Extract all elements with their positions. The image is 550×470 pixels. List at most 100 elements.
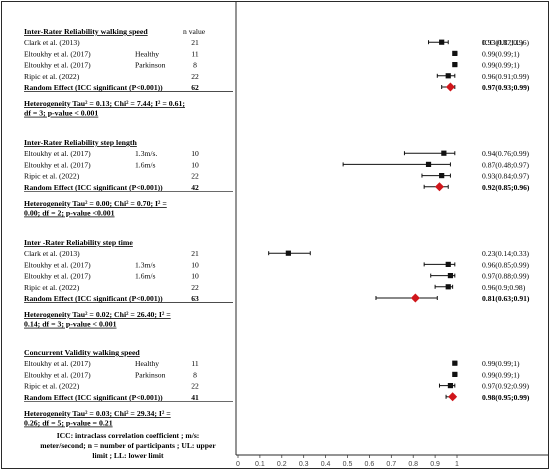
random-effect-label: Random Effect (ICC significant (P<0.001)… [24,393,163,402]
section-title: Inter -Rater Reliability step time [24,238,133,247]
icc-value: 0.93(0.87;0.96) [482,38,530,47]
study-label: Ripic et al. (2022) [24,172,80,181]
icc-column-header: ICC (UL;LL) [482,38,524,47]
x-tick-label: 0.3 [299,461,309,468]
heterogeneity-text: 0.00; df = 2; p-value <0.001 [24,209,115,218]
summary-icc-value: 0.81(0.63;0.91) [482,294,530,303]
n-value: 10 [191,149,199,158]
chart-content: ICC (UL;LL) Inter-Rater Reliability walki… [24,27,530,468]
footnote-line: limit ; LL: lower limit [92,451,164,460]
summary-diamond [410,293,420,303]
study-label: Ripic et al. (2022) [24,382,80,391]
n-value: 21 [191,38,199,47]
n-value: 10 [191,272,199,281]
study-marker [439,39,445,45]
icc-value: 0.99(0.99;1) [482,61,520,70]
n-column-header: n value [183,27,206,36]
study-label: Eltoukhy et al. (2017) [24,260,91,269]
study-marker [452,62,458,68]
summary-diamond [448,392,458,402]
n-value: 22 [191,172,199,181]
heterogeneity-text: Heterogeneity Tau² = 0.00; Chi² = 0.70; … [24,199,167,208]
x-tick-label: 1 [455,461,459,468]
icc-value: 0.87(0.48;0.97) [482,160,530,169]
condition-label: Parkinson [135,370,166,379]
study-label: Eltoukhy et al. (2017) [24,272,91,281]
heterogeneity-text: Heterogeneity Tau² = 0.03; Chi² = 29.34;… [24,409,171,418]
summary-icc-value: 0.92(0.85;0.96) [482,183,530,192]
icc-value: 0.99(0.99;1) [482,359,520,368]
x-tick-label: 0.7 [386,461,396,468]
n-value: 11 [191,49,199,58]
summary-n-value: 42 [191,183,199,192]
study-marker [447,273,454,279]
icc-value: 0.99(0.99;1) [482,49,520,58]
study-label: Clark et al. (2013) [24,249,80,258]
section-title: Inter-Rater Reliability walking speed [24,27,148,36]
study-marker [447,383,454,389]
summary-diamond [434,182,444,192]
summary-icc-value: 0.98(0.95;0.99) [482,393,530,402]
study-marker [452,360,458,366]
icc-value: 0.96(0.91;0.99) [482,72,530,81]
n-value: 21 [191,249,199,258]
summary-n-value: 63 [191,294,199,303]
section-title: Concurrent Validity walking speed [24,348,140,357]
icc-value: 0.97(0.88;0.99) [482,272,530,281]
condition-label: Healthy [135,359,159,368]
n-value: 10 [191,260,199,269]
study-marker [452,50,458,56]
study-marker [445,284,451,290]
study-marker [445,261,451,267]
condition-label: Healthy [135,49,159,58]
study-label: Eltoukhy et al. (2017) [24,49,91,58]
x-tick-label: 0.1 [255,461,265,468]
n-value: 22 [191,382,199,391]
study-marker [439,173,445,179]
section-title: Inter-Rater Reliability step length [24,138,137,147]
x-tick-label: 0.6 [365,461,375,468]
study-marker [425,161,432,167]
n-value: 10 [191,160,199,169]
icc-value: 0.96(0.9;0.98) [482,283,526,292]
condition-label: 1.6m/s [135,160,156,169]
study-label: Eltoukhy et al. (2017) [24,149,91,158]
x-tick-label: 0.5 [343,461,353,468]
study-label: Eltoukhy et al. (2017) [24,359,91,368]
heterogeneity-text: df = 3; p-value < 0.001 [24,109,98,118]
n-value: 11 [191,359,199,368]
n-value: 22 [191,283,199,292]
x-tick-label: 0 [236,461,240,468]
heterogeneity-text: Heterogeneity Tau² = 0.02; Chi² = 26.40;… [24,310,171,319]
icc-value: 0.93(0.84;0.97) [482,172,530,181]
study-label: Eltoukhy et al. (2017) [24,370,91,379]
x-tick-label: 0.4 [321,461,331,468]
condition-label: 1.6m/s [135,272,156,281]
icc-value: 0.96(0.85;0.99) [482,260,530,269]
random-effect-label: Random Effect (ICC significant (P<0.001)… [24,83,163,92]
icc-value: 0.97(0.92;0.99) [482,382,530,391]
footnote-line: meter/second; n = number of participants… [40,441,216,450]
condition-label: 1.3m/s. [135,149,157,158]
icc-value: 0.99(0.99;1) [482,370,520,379]
summary-n-value: 41 [191,393,199,402]
study-marker [441,150,447,156]
icc-value: 0.94(0.76;0.99) [482,149,530,158]
study-label: Ripic et al. (2022) [24,283,80,292]
x-tick-label: 0.9 [430,461,440,468]
study-label: Ripic et al. (2022) [24,72,80,81]
random-effect-label: Random Effect (ICC significant (P<0.001)… [24,294,163,303]
summary-diamond [445,82,455,92]
study-label: Eltoukhy et al. (2017) [24,160,91,169]
condition-label: Parkinson [135,61,166,70]
n-value: 8 [193,370,197,379]
condition-label: 1.3m/s [135,260,156,269]
summary-n-value: 62 [191,83,199,92]
study-marker [445,73,451,79]
study-marker [452,371,458,377]
x-tick-label: 0.8 [408,461,418,468]
study-label: Clark et al. (2013) [24,38,80,47]
heterogeneity-text: 0.26; df = 5; p-value = 0.21 [24,419,113,428]
